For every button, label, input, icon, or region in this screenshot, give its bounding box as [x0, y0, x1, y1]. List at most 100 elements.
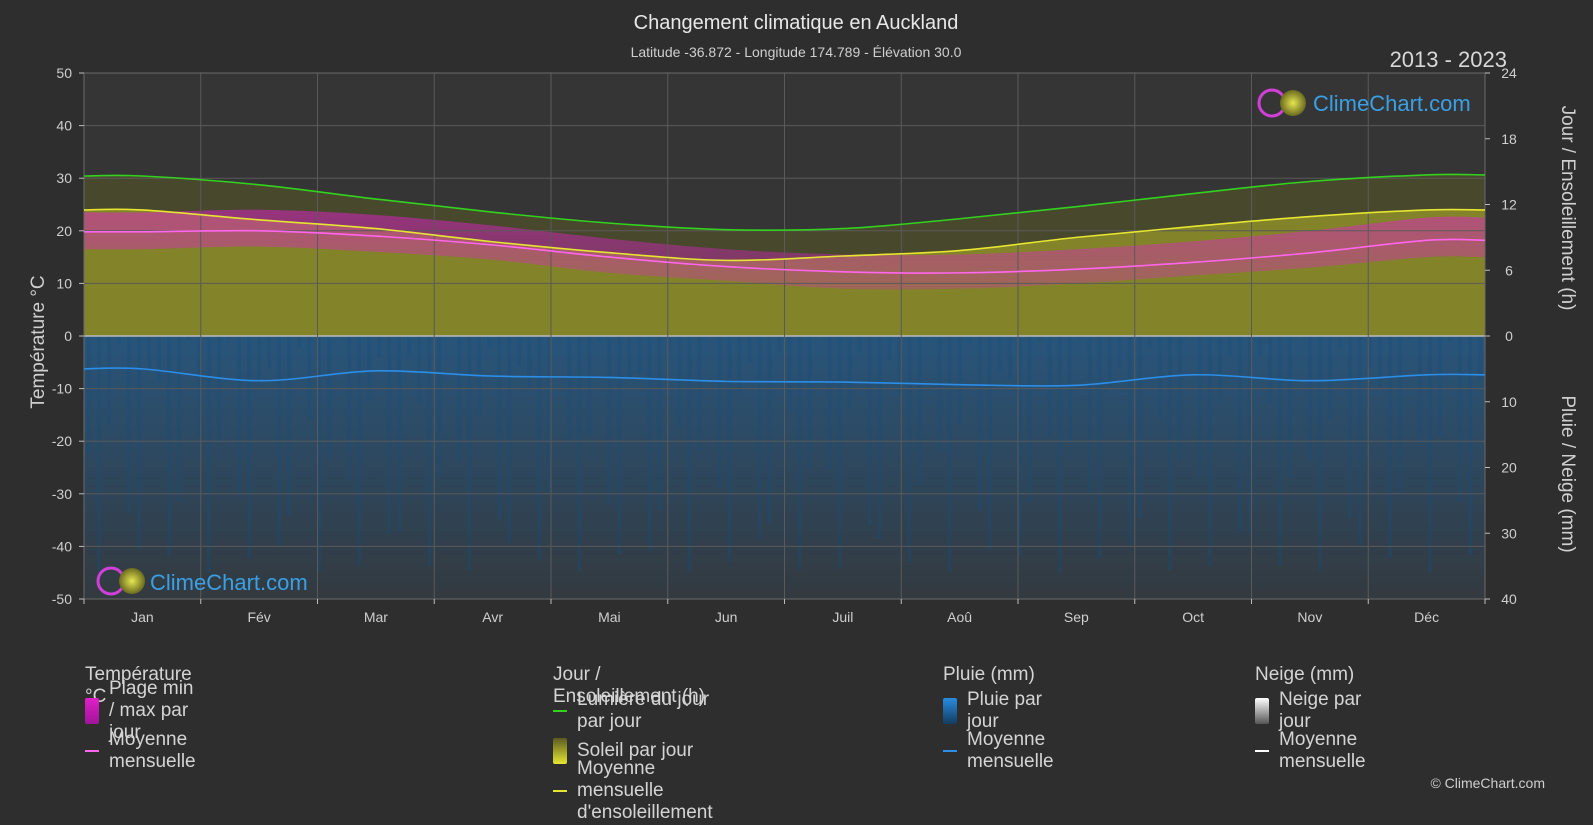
- rain-streak: [167, 336, 172, 557]
- tick-label-left: 0: [64, 328, 72, 344]
- tick-label-month: Nov: [1297, 609, 1322, 625]
- rain-streak: [177, 336, 182, 502]
- rain-streak: [537, 336, 542, 560]
- rain-streak: [727, 336, 732, 563]
- rain-streak: [87, 336, 92, 455]
- rain-streak: [267, 336, 272, 369]
- legend-rain-mean-label: Moyenne mensuelle: [967, 729, 1054, 772]
- rain-streak: [1357, 336, 1362, 545]
- rain-streak: [1367, 336, 1372, 368]
- tick-label-right-bottom: 10: [1501, 394, 1517, 410]
- sunshine-swatch-icon: [553, 738, 567, 764]
- rain-streak: [1467, 336, 1472, 556]
- rain-streak: [917, 336, 922, 487]
- legend-sunshine-mean-label: Moyenne mensuelle d'ensoleillement: [577, 758, 713, 823]
- rain-streak: [497, 336, 502, 520]
- series-lines: [83, 173, 1486, 387]
- rain-streak: [837, 336, 842, 569]
- legend-snow-mean: Moyenne mensuelle: [1255, 729, 1366, 772]
- rain-streak: [1117, 336, 1122, 368]
- tick-label-left: 40: [56, 118, 72, 134]
- rain-streak: [677, 336, 682, 428]
- rain-streak: [577, 336, 582, 573]
- rain-streak: [1277, 336, 1282, 567]
- series-daylight-line: [83, 173, 1486, 232]
- rain-streak: [357, 336, 362, 566]
- legend-temp-mean-label: Moyenne mensuelle: [109, 729, 196, 772]
- legend-rain-daily-label: Pluie par jour: [967, 689, 1042, 732]
- rain-streak: [157, 336, 162, 382]
- rain-streak: [467, 336, 472, 571]
- rain-streak: [1067, 336, 1072, 444]
- brand-logo-bottom: ClimeChart.com: [96, 566, 308, 596]
- tick-label-right-top: 6: [1505, 262, 1513, 278]
- tick-label-month: Déc: [1414, 609, 1439, 625]
- rain-streak: [427, 336, 432, 567]
- chart-subtitle: Latitude -36.872 - Longitude 174.789 - É…: [631, 44, 962, 60]
- rain-streak: [237, 336, 242, 497]
- rain-streak: [1237, 336, 1242, 533]
- rain-streak: [607, 336, 612, 505]
- temp-range-swatch-icon: [85, 698, 99, 724]
- rain-streak: [1377, 336, 1382, 387]
- tick-label-right-top: 18: [1501, 131, 1517, 147]
- rain-streak: [1177, 336, 1182, 461]
- rain-streak: [1247, 336, 1252, 533]
- rain-streak: [377, 336, 382, 358]
- tick-label-right-top: 12: [1501, 197, 1517, 213]
- legend-rain-daily: Pluie par jour: [943, 689, 1054, 732]
- rain-streak: [827, 336, 832, 471]
- rain-streak: [257, 336, 262, 386]
- rain-streak: [1037, 336, 1042, 342]
- rain-streak: [1437, 336, 1442, 436]
- rain-streak: [787, 336, 792, 411]
- rain-streak: [1257, 336, 1262, 357]
- rain-streak: [737, 336, 742, 394]
- tick-label-month: Oct: [1182, 609, 1204, 625]
- rain-streak: [117, 336, 122, 345]
- sunshine-mean-line-icon: [553, 790, 567, 792]
- rain-streak: [1017, 336, 1022, 556]
- rain-streak: [797, 336, 802, 569]
- series-temp-mean-line: [83, 229, 1486, 274]
- rain-streak: [457, 336, 462, 463]
- rain-streak: [1337, 336, 1342, 348]
- rain-streak: [1397, 336, 1402, 496]
- rain-streak: [967, 336, 972, 345]
- tick-label-left: -30: [52, 486, 72, 502]
- rain-streak: [1127, 336, 1132, 545]
- rain-streak: [547, 336, 552, 494]
- tick-label-left: 50: [56, 65, 72, 81]
- rain-streak: [97, 336, 102, 572]
- rain-streak: [347, 336, 352, 480]
- rain-streak: [637, 336, 642, 374]
- rain-streak: [197, 336, 202, 437]
- tick-label-left: -20: [52, 433, 72, 449]
- rain-streak: [187, 336, 192, 341]
- tick-label-left: -40: [52, 538, 72, 554]
- rain-streak: [1387, 336, 1392, 560]
- rain-streak: [597, 336, 602, 342]
- rain-streak: [1427, 336, 1432, 573]
- rain-streak: [1267, 336, 1272, 402]
- rain-streak: [297, 336, 302, 347]
- rain-streak: [977, 336, 982, 512]
- rain-streak: [567, 336, 572, 445]
- rain-streak: [327, 336, 332, 460]
- rain-streak: [317, 336, 322, 571]
- rain-streak: [397, 336, 402, 532]
- rain-streak: [387, 336, 392, 534]
- rain-streak: [757, 336, 762, 540]
- legend-sun: Jour / Ensoleillement (h) Lumière du jou…: [553, 664, 713, 823]
- rain-streak: [667, 336, 672, 344]
- legend-sunshine: Soleil par jour: [553, 732, 713, 770]
- legend-daylight: Lumière du jour par jour: [553, 689, 713, 732]
- tick-label-month: Jun: [715, 609, 738, 625]
- rain-streak: [1347, 336, 1352, 519]
- rain-mean-line-icon: [943, 750, 957, 752]
- daylight-line-icon: [553, 710, 567, 712]
- rain-streak: [777, 336, 782, 352]
- tick-label-month: Aoû: [947, 609, 972, 625]
- tick-label-month: Mar: [364, 609, 388, 625]
- rain-streak: [1477, 336, 1482, 380]
